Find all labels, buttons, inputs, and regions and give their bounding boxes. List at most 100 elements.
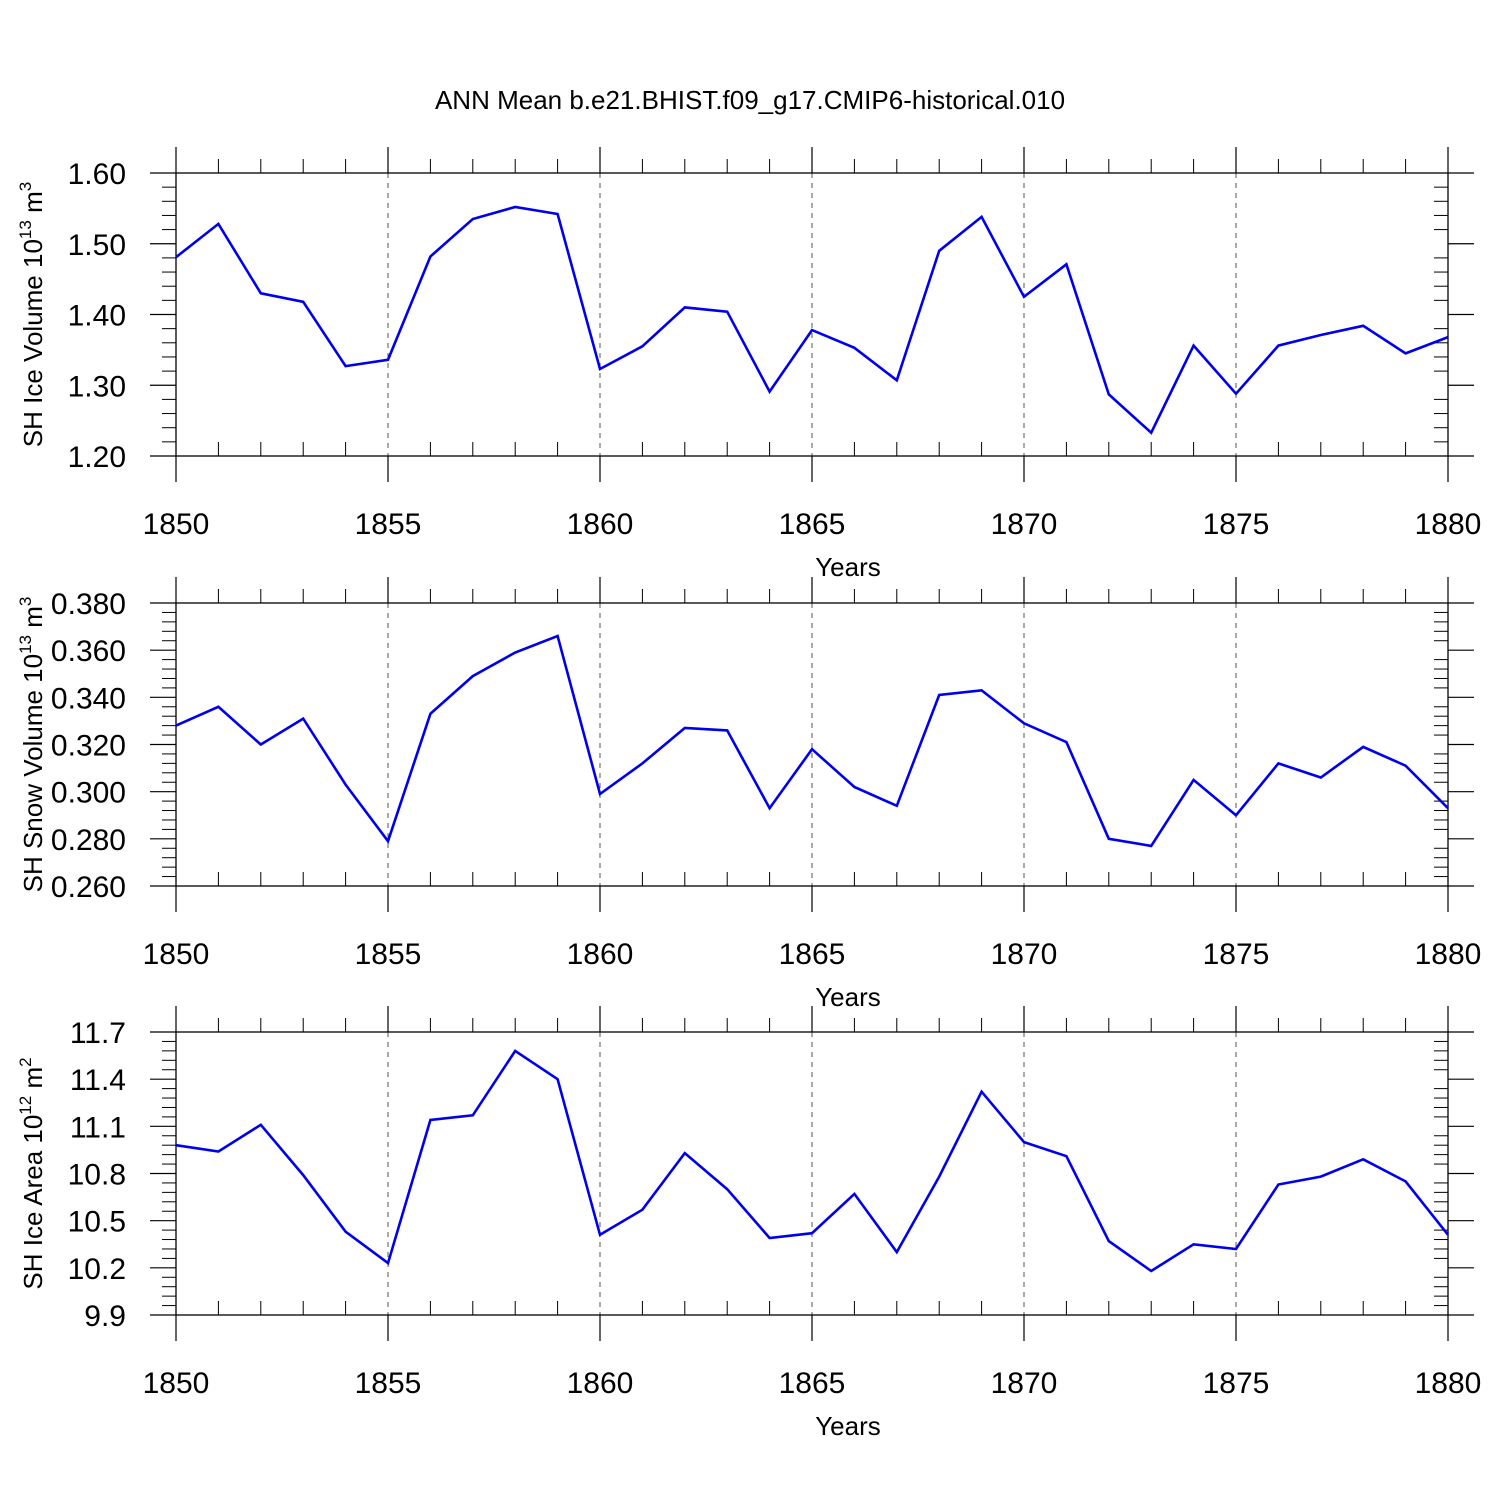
x-tick-label: 1875 bbox=[1203, 1367, 1270, 1400]
data-point bbox=[1107, 1240, 1110, 1243]
data-point bbox=[344, 1230, 347, 1233]
x-tick-label: 1870 bbox=[991, 938, 1058, 971]
data-point bbox=[1150, 431, 1153, 434]
data-point bbox=[853, 1192, 856, 1195]
x-tick-label: 1865 bbox=[779, 508, 846, 541]
data-point bbox=[471, 217, 474, 220]
data-point bbox=[1107, 393, 1110, 396]
data-point bbox=[641, 345, 644, 348]
data-point bbox=[429, 255, 432, 258]
data-point bbox=[768, 807, 771, 810]
data-point bbox=[259, 743, 262, 746]
data-point bbox=[853, 346, 856, 349]
data-point bbox=[768, 1236, 771, 1239]
data-point bbox=[1065, 741, 1068, 744]
data-point bbox=[259, 292, 262, 295]
x-tick-label: 1855 bbox=[355, 508, 422, 541]
data-point bbox=[1319, 334, 1322, 337]
x-tick-label: 1880 bbox=[1415, 508, 1482, 541]
data-point bbox=[514, 205, 517, 208]
data-point bbox=[1235, 814, 1238, 817]
data-point bbox=[1023, 295, 1026, 298]
data-point bbox=[175, 256, 178, 259]
y-tick-label: 1.50 bbox=[68, 229, 126, 262]
data-point bbox=[938, 249, 941, 252]
data-point bbox=[1065, 1155, 1068, 1158]
data-point bbox=[217, 1150, 220, 1153]
data-point bbox=[980, 689, 983, 692]
x-tick-label: 1875 bbox=[1203, 938, 1270, 971]
x-tick-label: 1860 bbox=[567, 938, 634, 971]
data-point bbox=[895, 1251, 898, 1254]
y-tick-label: 9.9 bbox=[84, 1300, 126, 1333]
x-axis-title: Years bbox=[815, 982, 881, 1012]
data-point bbox=[259, 1123, 262, 1126]
data-point bbox=[471, 1114, 474, 1117]
y-tick-label: 11.4 bbox=[70, 1064, 126, 1097]
x-tick-label: 1880 bbox=[1415, 1367, 1482, 1400]
data-point bbox=[683, 726, 686, 729]
data-point bbox=[429, 712, 432, 715]
data-point bbox=[1023, 1141, 1026, 1144]
data-point bbox=[1192, 344, 1195, 347]
y-axis-title: SH Ice Area 1012 m2 bbox=[16, 1057, 48, 1289]
data-point bbox=[1319, 776, 1322, 779]
y-tick-label: 11.7 bbox=[70, 1017, 126, 1050]
data-point bbox=[599, 367, 602, 370]
data-point bbox=[980, 215, 983, 218]
x-tick-label: 1860 bbox=[567, 1367, 634, 1400]
y-tick-label: 10.5 bbox=[68, 1206, 126, 1239]
y-tick-label: 10.2 bbox=[68, 1253, 126, 1286]
data-point bbox=[556, 213, 559, 216]
data-point bbox=[1362, 745, 1365, 748]
data-point bbox=[683, 306, 686, 309]
data-point bbox=[1362, 324, 1365, 327]
chart-panel-3: 1850 1855 1860 1865 1870 1875 1880 9.9 10.2 10.5 1… bbox=[16, 1006, 1481, 1441]
y-tick-label: 0.380 bbox=[51, 588, 126, 621]
x-tick-label: 1855 bbox=[355, 938, 422, 971]
data-point bbox=[1235, 392, 1238, 395]
x-axis-title: Years bbox=[815, 1411, 881, 1441]
data-point bbox=[726, 310, 729, 313]
x-tick-label: 1850 bbox=[143, 508, 210, 541]
data-point bbox=[175, 724, 178, 727]
y-tick-label: 11.1 bbox=[70, 1111, 126, 1144]
data-point bbox=[599, 793, 602, 796]
x-tick-label: 1870 bbox=[991, 508, 1058, 541]
chart-panel-2: 1850 1855 1860 1865 1870 1875 1880 0.260 0.280 0.… bbox=[16, 577, 1481, 1012]
data-point bbox=[938, 1175, 941, 1178]
data-point bbox=[344, 783, 347, 786]
data-point bbox=[1150, 844, 1153, 847]
data-point bbox=[556, 1078, 559, 1081]
data-point bbox=[683, 1152, 686, 1155]
y-tick-label: 1.40 bbox=[68, 300, 126, 333]
x-tick-label: 1865 bbox=[779, 938, 846, 971]
y-axis-title: SH Ice Volume 1013 m3 bbox=[16, 182, 48, 447]
data-point bbox=[1362, 1158, 1365, 1161]
data-point bbox=[1404, 352, 1407, 355]
data-point bbox=[726, 1188, 729, 1191]
data-point bbox=[217, 705, 220, 708]
series-line bbox=[175, 634, 1449, 848]
y-tick-label: 0.300 bbox=[51, 777, 126, 810]
data-point bbox=[1277, 762, 1280, 765]
y-tick-label: 0.260 bbox=[51, 871, 126, 904]
chart-panel-1: 1850 1855 1860 1865 1870 1875 1880 1.20 1.30 1.40… bbox=[16, 147, 1481, 582]
y-tick-label: 0.360 bbox=[51, 635, 126, 668]
data-point bbox=[514, 1049, 517, 1052]
data-point bbox=[302, 1174, 305, 1177]
data-point bbox=[514, 651, 517, 654]
data-point bbox=[1319, 1175, 1322, 1178]
data-point bbox=[1447, 1233, 1450, 1236]
data-point bbox=[387, 1262, 390, 1265]
data-point bbox=[1404, 1180, 1407, 1183]
x-tick-label: 1875 bbox=[1203, 508, 1270, 541]
y-tick-label: 0.340 bbox=[51, 682, 126, 715]
y-tick-label: 10.8 bbox=[68, 1159, 126, 1192]
data-point bbox=[726, 729, 729, 732]
x-tick-label: 1870 bbox=[991, 1367, 1058, 1400]
y-tick-label: 1.30 bbox=[68, 370, 126, 403]
series-line bbox=[175, 1049, 1450, 1273]
data-point bbox=[811, 748, 814, 751]
